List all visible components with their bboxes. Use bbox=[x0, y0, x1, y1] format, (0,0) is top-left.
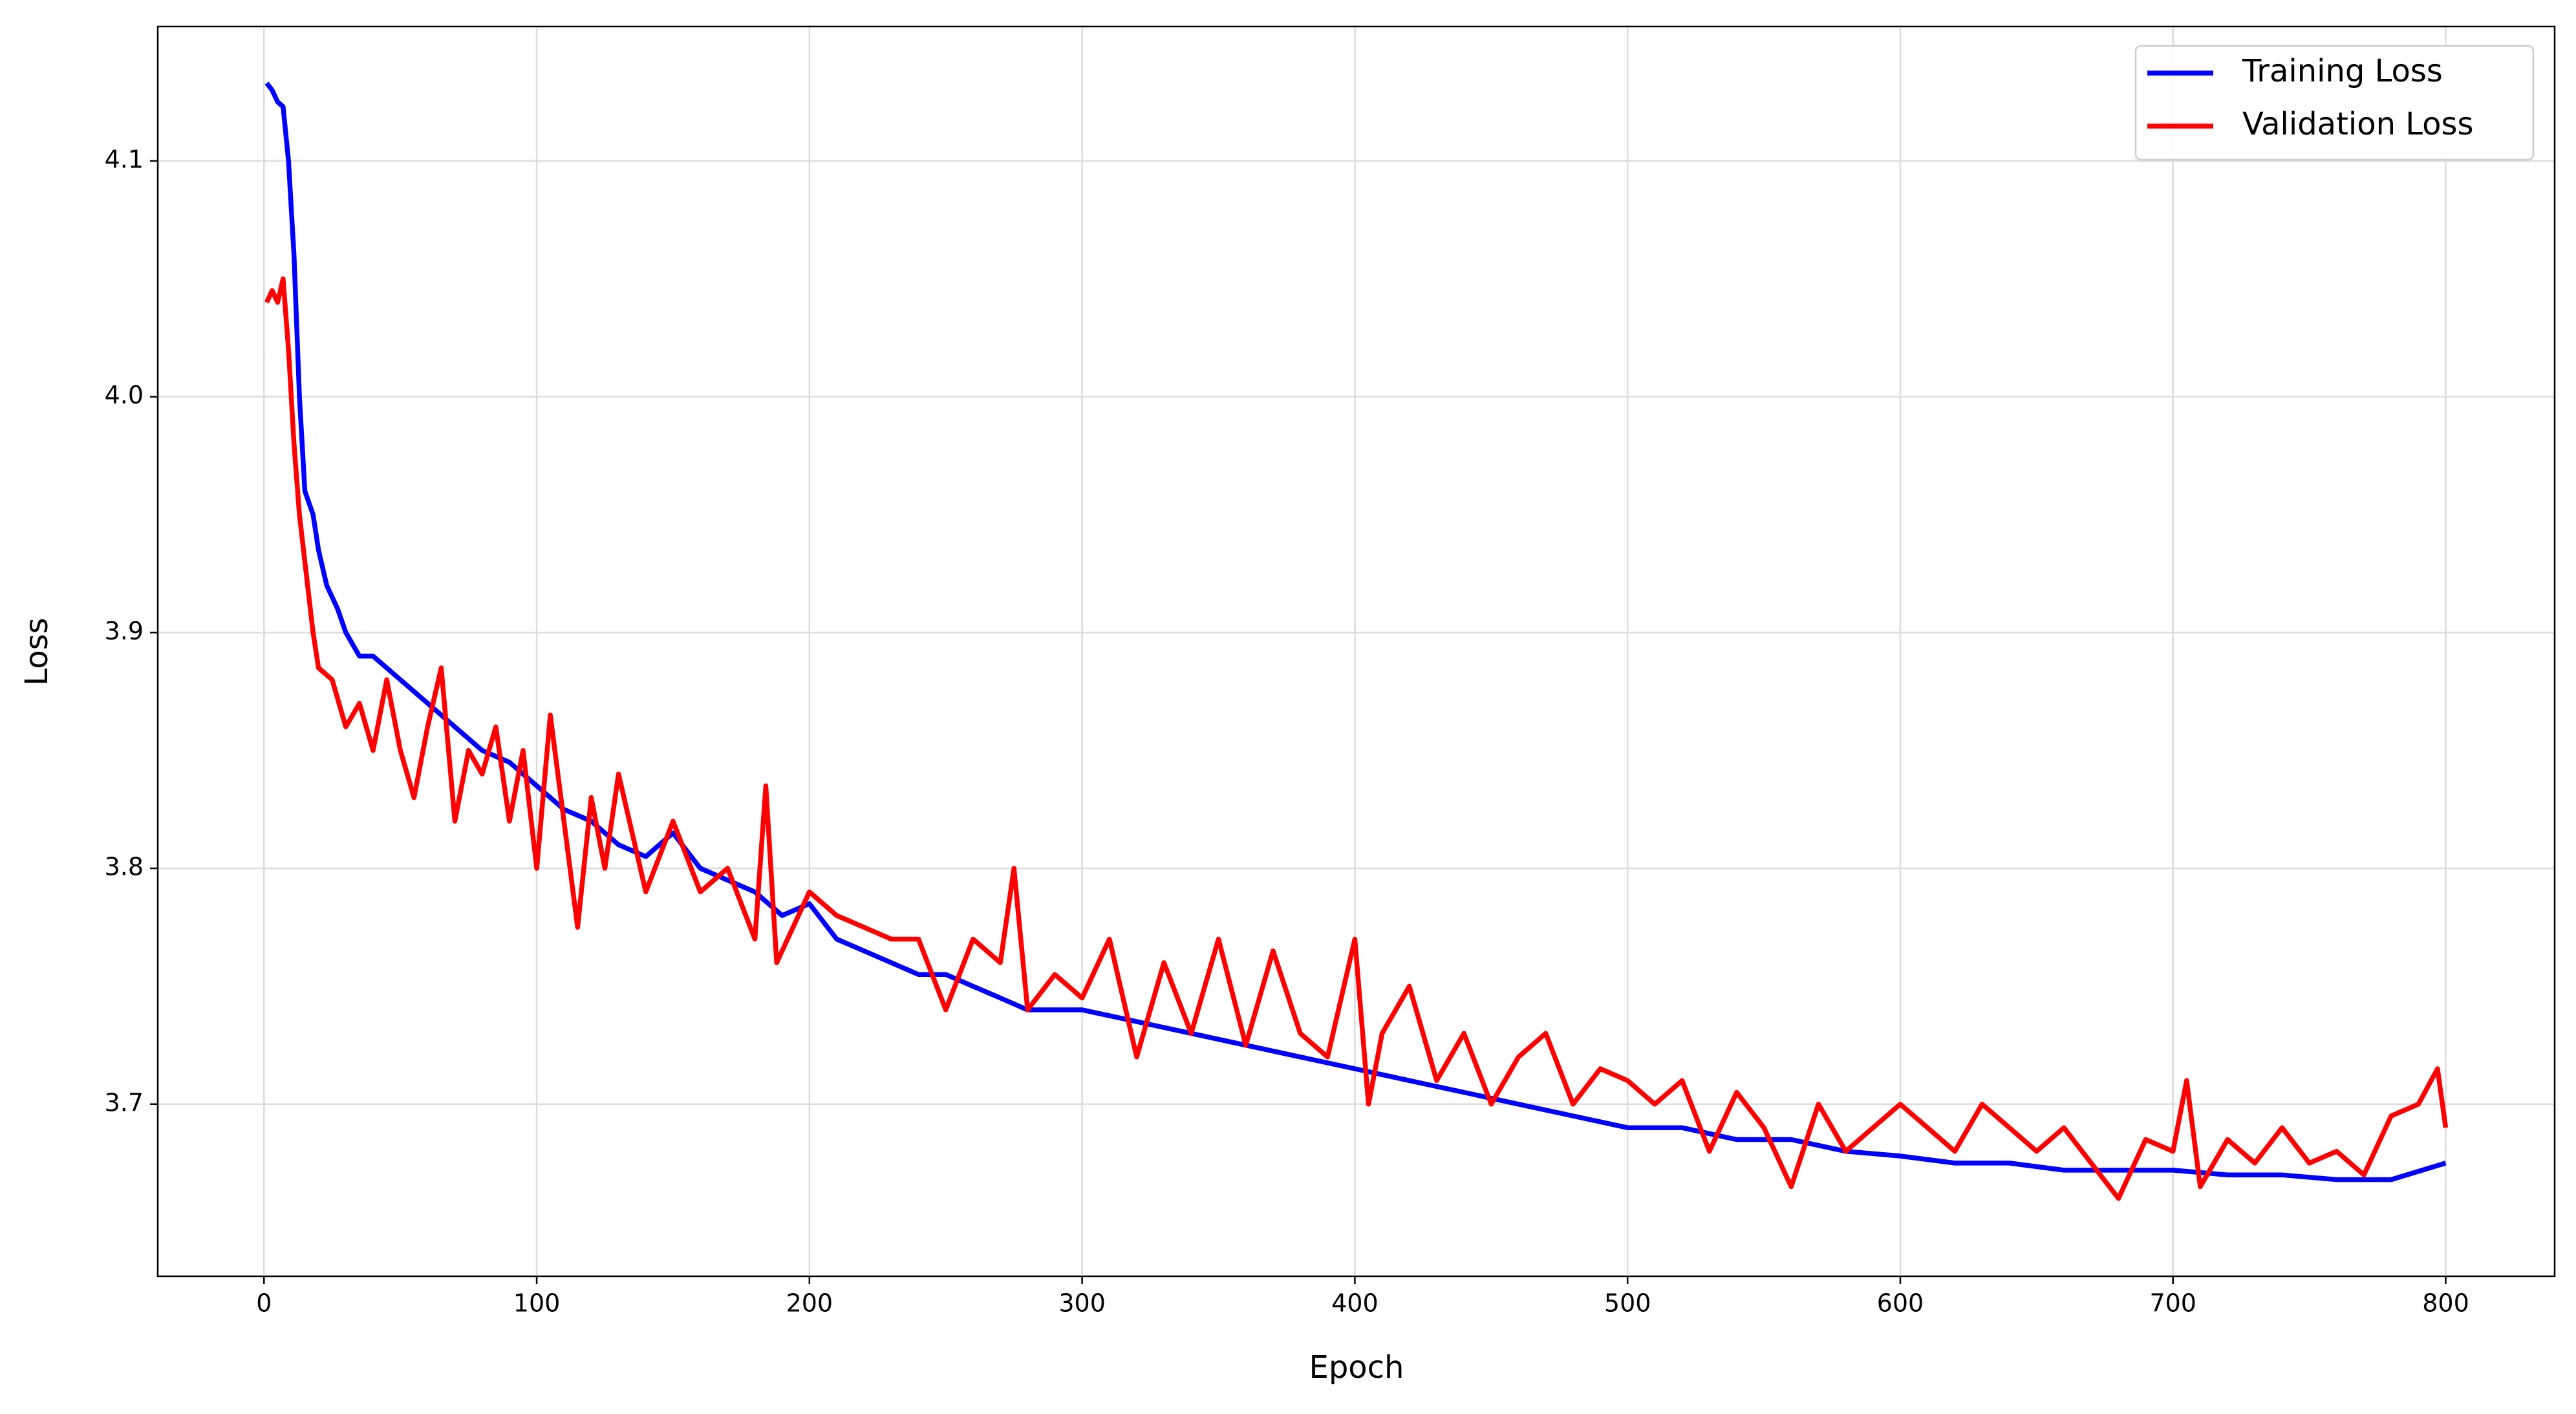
x-tick-label: 800 bbox=[2422, 1289, 2469, 1318]
legend-label: Training Loss bbox=[2242, 53, 2443, 89]
plot-frame bbox=[156, 25, 2556, 1278]
x-tick-label: 100 bbox=[513, 1289, 561, 1318]
y-tick-label: 3.8 bbox=[105, 853, 144, 881]
x-tick-label: 700 bbox=[2149, 1289, 2196, 1318]
x-tick-label: 200 bbox=[786, 1289, 833, 1318]
x-tick-label: 400 bbox=[1331, 1289, 1379, 1318]
x-tick-label: 300 bbox=[1058, 1289, 1106, 1318]
y-tick-label: 4.0 bbox=[105, 381, 144, 409]
y-axis-label: Loss bbox=[19, 617, 55, 685]
legend-box bbox=[2134, 45, 2535, 161]
y-tick-label: 3.7 bbox=[105, 1088, 144, 1117]
y-tick-label: 4.1 bbox=[105, 145, 144, 173]
legend-label: Validation Loss bbox=[2242, 106, 2474, 142]
x-tick-label: 0 bbox=[256, 1289, 272, 1318]
x-tick-label: 600 bbox=[1877, 1289, 1924, 1318]
y-tick-label: 3.9 bbox=[105, 617, 144, 645]
x-tick-label: 500 bbox=[1604, 1289, 1651, 1318]
x-axis-label: Epoch bbox=[1309, 1349, 1404, 1386]
data-line bbox=[264, 81, 2447, 1183]
data-line bbox=[264, 276, 2449, 1201]
